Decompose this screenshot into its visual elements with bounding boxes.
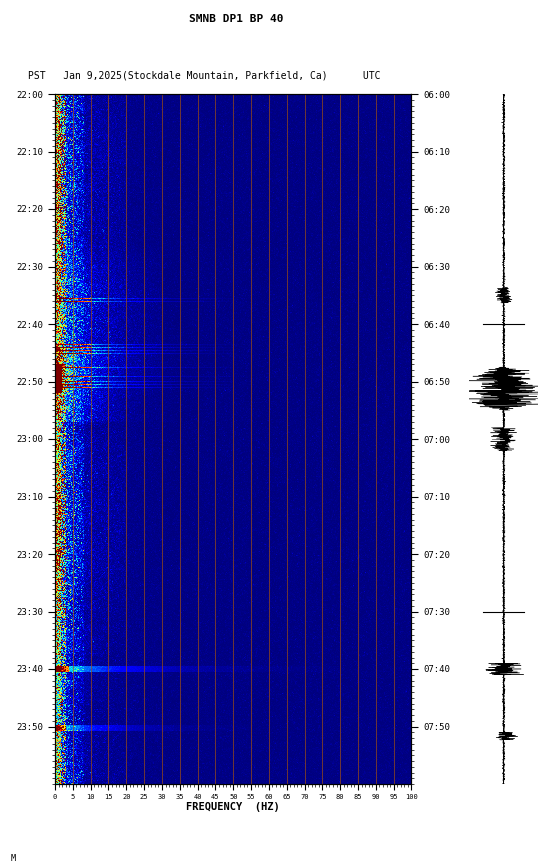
X-axis label: FREQUENCY  (HZ): FREQUENCY (HZ) — [187, 802, 280, 812]
Text: SMNB DP1 BP 40: SMNB DP1 BP 40 — [189, 14, 283, 24]
Text: PST   Jan 9,2025(Stockdale Mountain, Parkfield, Ca)      UTC: PST Jan 9,2025(Stockdale Mountain, Parkf… — [28, 71, 381, 80]
Text: M: M — [11, 854, 16, 863]
